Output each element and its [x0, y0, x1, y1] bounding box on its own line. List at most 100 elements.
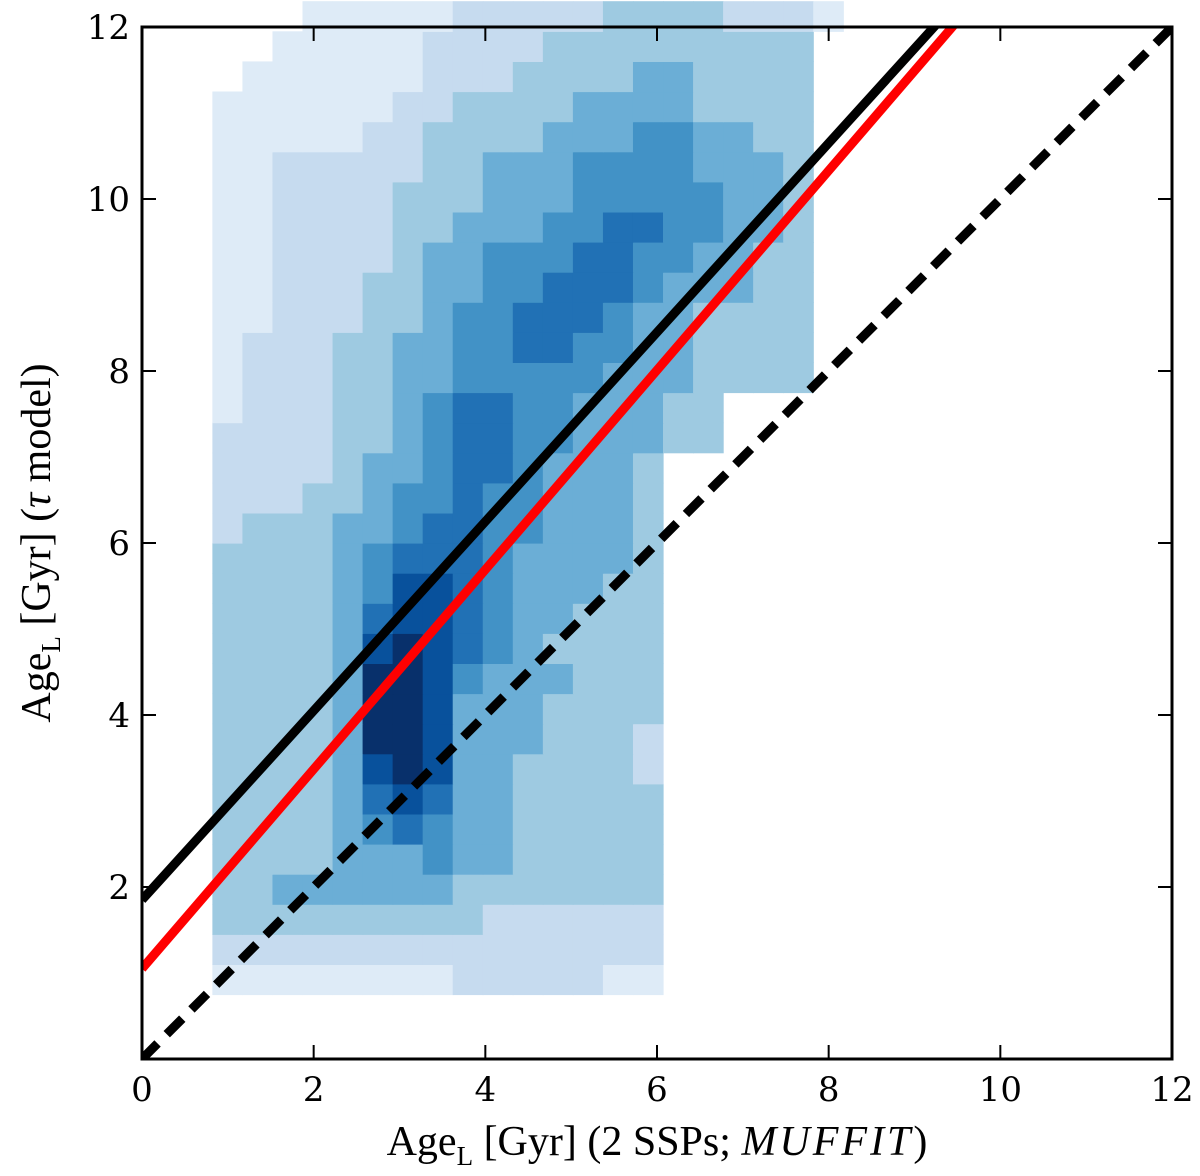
heatmap-bin — [632, 272, 664, 303]
heatmap-bin — [512, 61, 544, 93]
fit-lines — [142, 27, 1172, 1059]
heatmap-bin — [572, 543, 604, 574]
heatmap-bin — [482, 302, 514, 333]
y-tick-label: 8 — [108, 352, 130, 392]
heatmap-bin — [783, 61, 814, 93]
y-tick-label: 4 — [108, 696, 130, 736]
heatmap-bin — [422, 452, 454, 484]
heatmap-bin — [632, 874, 664, 905]
heatmap-bin — [632, 663, 664, 695]
heatmap-bin — [693, 211, 724, 243]
heatmap-bin — [632, 693, 664, 725]
heatmap-bin — [302, 242, 334, 273]
heatmap-bin — [602, 272, 634, 303]
heatmap-bin — [332, 934, 364, 965]
heatmap-bin — [602, 452, 634, 484]
heatmap-bin — [602, 181, 634, 213]
heatmap-bin — [422, 332, 454, 363]
heatmap-bin — [242, 272, 274, 303]
heatmap-bin — [392, 362, 424, 394]
heatmap-bin — [512, 723, 544, 755]
heatmap-bin — [302, 934, 334, 965]
heatmap-bin — [602, 633, 634, 664]
heatmap-bin — [242, 302, 274, 333]
heatmap-bin — [602, 61, 634, 93]
heatmap-bin — [362, 543, 394, 574]
heatmap-bin — [242, 61, 274, 93]
x-axis-title-rest: [Gyr] (2 SSPs; — [473, 1119, 741, 1165]
heatmap-bin — [272, 181, 304, 213]
heatmap-bin — [422, 482, 454, 514]
heatmap-bin — [512, 362, 544, 394]
heatmap-bin — [542, 904, 574, 935]
heatmap-bin — [482, 332, 514, 363]
heatmap-bin — [482, 362, 514, 394]
heatmap-bin — [362, 332, 394, 363]
y-tick-label: 10 — [87, 180, 130, 220]
heatmap-bin — [572, 91, 604, 123]
heatmap-bin — [272, 121, 304, 153]
heatmap-bin — [302, 904, 334, 935]
heatmap-bin — [482, 723, 514, 755]
heatmap-bin — [302, 482, 334, 514]
heatmap-bin — [482, 91, 514, 123]
heatmap-bin — [452, 31, 484, 62]
heatmap-bin — [542, 392, 574, 424]
x-tick-label: 8 — [818, 1070, 840, 1110]
heatmap-bin — [332, 543, 364, 574]
heatmap-bin — [783, 31, 814, 62]
heatmap-bin — [392, 272, 424, 303]
heatmap-bin — [302, 452, 334, 484]
heatmap-bin — [753, 302, 784, 333]
heatmap-bin — [572, 874, 604, 905]
heatmap-bin — [212, 934, 244, 965]
heatmap-bin — [302, 422, 334, 454]
heatmap-bin — [783, 121, 814, 153]
heatmap-bin — [452, 964, 484, 996]
heatmap-bin — [542, 272, 574, 303]
heatmap-bin — [362, 91, 394, 123]
heatmap-bin — [362, 844, 394, 875]
heatmap-bin — [512, 573, 544, 604]
heatmap-bin — [542, 91, 574, 123]
heatmap-bin — [242, 633, 274, 664]
heatmap-bin — [332, 121, 364, 153]
heatmap-bin — [572, 31, 604, 62]
heatmap-bin — [632, 844, 664, 875]
y-axis-title-end: model) — [14, 363, 60, 492]
heatmap-bin — [332, 392, 364, 424]
heatmap-bin — [422, 61, 454, 93]
heatmap-bin — [602, 813, 634, 845]
heatmap-bin — [663, 181, 694, 213]
heatmap-bin — [212, 573, 244, 604]
heatmap-bin — [723, 362, 754, 394]
heatmap-bin — [212, 302, 244, 333]
heatmap-bin — [302, 211, 334, 243]
heatmap-bin — [572, 512, 604, 544]
heatmap-bin — [272, 211, 304, 243]
heatmap-bin — [512, 813, 544, 845]
heatmap-bin — [632, 813, 664, 845]
heatmap-bin — [602, 121, 634, 153]
heatmap-bin — [572, 332, 604, 363]
heatmap-bin — [212, 633, 244, 664]
heatmap-bin — [452, 272, 484, 303]
heatmap-bin — [572, 663, 604, 695]
heatmap-bin — [302, 91, 334, 123]
heatmap-bin — [632, 603, 664, 634]
heatmap-bin — [212, 362, 244, 394]
heatmap-bin — [602, 543, 634, 574]
heatmap-bin — [753, 332, 784, 363]
heatmap-bin — [212, 211, 244, 243]
heatmap-bin — [452, 452, 484, 484]
heatmap-bin — [542, 964, 574, 996]
heatmap-bin — [272, 392, 304, 424]
heatmap-bin — [212, 904, 244, 935]
heatmap-bin — [422, 813, 454, 845]
heatmap-bin — [512, 31, 544, 62]
heatmap-bin — [272, 573, 304, 604]
heatmap-bin — [512, 151, 544, 183]
heatmap-bin — [332, 904, 364, 935]
heatmap-bin — [482, 844, 514, 875]
heatmap-bin — [452, 121, 484, 153]
